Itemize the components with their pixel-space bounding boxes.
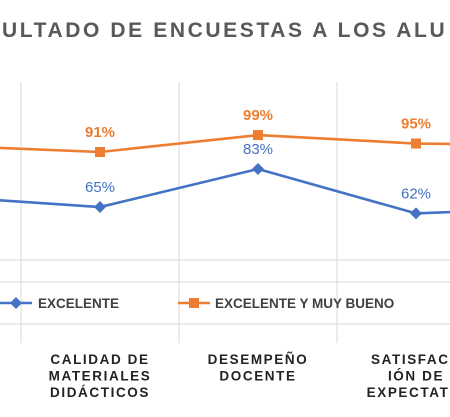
data-label: 65% [85,179,115,196]
category-label: SATISFACCIÓN DEEXPECTATIV [367,352,450,400]
category-label: DESEMPEÑO DOCENTE [208,352,309,384]
category-label: CALIDAD DE MATERIALES DIDÁCTICOS [49,352,152,400]
data-label: 95% [401,116,431,133]
chart-title: ULTADO DE ENCUESTAS A LOS ALU [2,19,447,42]
data-point [95,147,105,157]
data-point [252,162,264,175]
series-layer: 65% 83% 62% 91% 99% 95% [0,107,450,220]
series-line [0,133,450,154]
series-line [0,167,450,215]
vertical-gridlines [0,82,450,343]
legend-item: EXCELENTE Y MUY BUENO [178,296,394,311]
category-labels: CALIDAD DE MATERIALES DIDÁCTICOS DESEMPEÑO D… [49,352,450,400]
data-point [410,207,422,220]
legend-marker [189,298,199,308]
series-excelente-y-muy-bueno: 91% 99% 95% [0,107,450,157]
data-label: 83% [243,141,273,158]
data-label: 99% [243,107,273,124]
data-point [253,130,263,141]
legend-item: EXCELENTE [0,296,119,311]
legend: EXCELENTE EXCELENTE Y MUY BUENO [0,281,450,325]
data-point [411,138,421,149]
series-excelente: 65% 83% 62% [0,141,450,220]
data-label: 91% [85,124,115,141]
legend-marker [10,297,22,309]
legend-label: EXCELENTE [38,296,119,311]
data-point [94,201,106,214]
legend-box [0,281,450,325]
legend-label: EXCELENTE Y MUY BUENO [215,296,394,311]
data-label: 62% [401,185,431,202]
